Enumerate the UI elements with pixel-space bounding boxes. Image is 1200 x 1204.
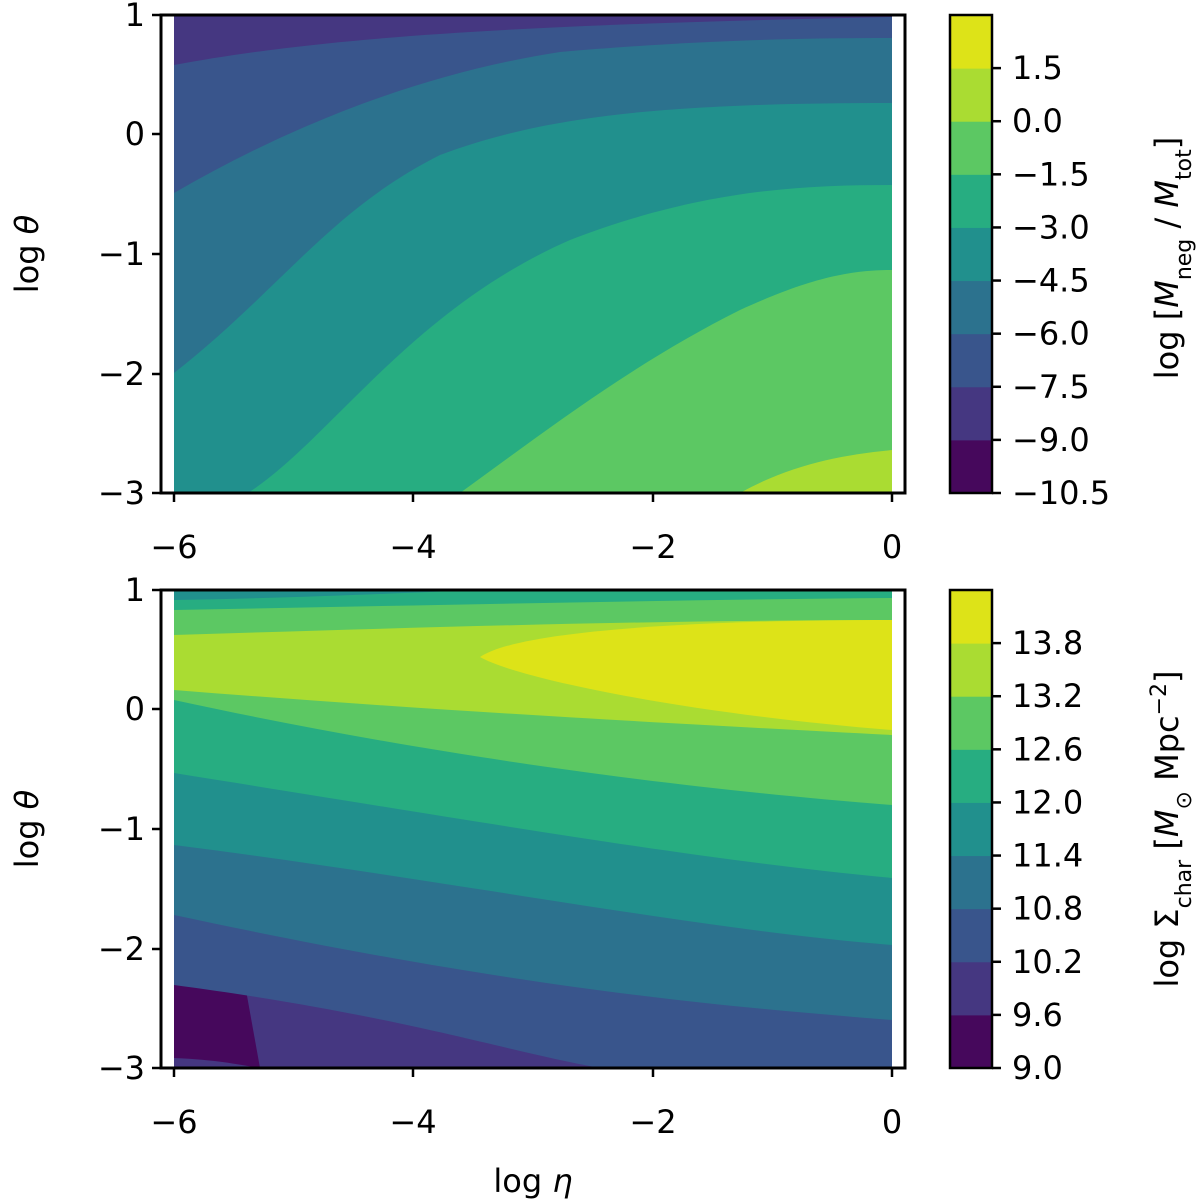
bottom-xtick-label: −6 <box>150 1103 197 1141</box>
bottom-colorbar <box>950 590 992 1069</box>
colorbar-segment <box>950 386 992 441</box>
top-ytick-label: 0 <box>125 115 145 153</box>
colorbar-tick-label: 12.0 <box>1012 783 1083 821</box>
bottom-xtick-label: −4 <box>389 1103 436 1141</box>
x-axis-label: log η <box>493 1162 572 1200</box>
colorbar-segment <box>950 68 992 122</box>
bot-band-11.4-top <box>174 590 480 600</box>
colorbar-segment <box>950 908 992 963</box>
colorbar-tick-label: 9.0 <box>1012 1049 1063 1087</box>
colorbar-segment <box>950 174 992 228</box>
colorbar-segment <box>950 333 992 388</box>
bottom-ytick-label: −1 <box>98 810 145 848</box>
top-band-m1.5 <box>460 270 892 493</box>
colorbar-tick-label: 10.2 <box>1012 943 1083 981</box>
top-plot-area <box>174 15 892 493</box>
colorbar-tick-label: 13.8 <box>1012 624 1083 662</box>
colorbar-segment <box>950 590 992 644</box>
colorbar-segment <box>950 121 992 175</box>
colorbar-tick-label: 12.6 <box>1012 730 1083 768</box>
top-colorbar-label: log [Mneg / Mtot] <box>1148 137 1197 379</box>
colorbar-segment <box>950 1014 992 1069</box>
bottom-ytick-label: 1 <box>125 571 145 609</box>
colorbar-segment <box>950 696 992 750</box>
bottom-ytick-label: −3 <box>98 1049 145 1087</box>
colorbar-tick-label: −6.0 <box>1012 315 1090 353</box>
bottom-y-axis: 1 0 −1 −2 −3 <box>98 571 161 1087</box>
top-colorbar-ticks: −10.5 −9.0 −7.5 −6.0 −4.5 −3.0 −1.5 0.0 1.5 <box>992 49 1110 512</box>
colorbar-tick-label: 9.6 <box>1012 996 1063 1034</box>
bottom-colorbar-ticks: 9.0 9.6 10.2 10.8 11.4 12.0 12.6 13.2 13.8 <box>992 624 1083 1087</box>
bottom-x-axis: −6 −4 −2 0 <box>150 1068 902 1141</box>
colorbar-tick-label: −4.5 <box>1012 262 1090 300</box>
top-xtick-label: −2 <box>629 528 676 566</box>
colorbar-segment <box>950 15 992 69</box>
bottom-y-axis-label: log θ <box>8 790 46 869</box>
colorbar-tick-label: 0.0 <box>1012 102 1063 140</box>
top-xtick-label: 0 <box>882 528 902 566</box>
top-xtick-label: −4 <box>389 528 436 566</box>
top-colorbar-frame <box>948 13 994 495</box>
top-ytick-label: 1 <box>125 0 145 34</box>
top-band-0.0 <box>740 450 892 493</box>
bottom-colorbar-label: log Σchar [M⊙ Mpc−2] <box>1147 670 1197 987</box>
colorbar-segment <box>950 961 992 1016</box>
colorbar-tick-label: −9.0 <box>1012 421 1090 459</box>
top-colorbar <box>950 15 992 494</box>
colorbar-tick-label: 10.8 <box>1012 890 1083 928</box>
colorbar-segment <box>950 280 992 335</box>
bottom-xtick-label: −2 <box>629 1103 676 1141</box>
colorbar-segment <box>950 227 992 282</box>
bottom-xtick-label: 0 <box>882 1103 902 1141</box>
colorbar-tick-label: 13.2 <box>1012 677 1083 715</box>
colorbar-segment <box>950 802 992 857</box>
colorbar-tick-label: −10.5 <box>1012 474 1110 512</box>
colorbar-tick-label: −7.5 <box>1012 368 1090 406</box>
top-y-axis-label: log θ <box>8 215 46 294</box>
colorbar-tick-label: −1.5 <box>1012 155 1090 193</box>
top-ytick-label: −3 <box>98 474 145 512</box>
top-xtick-label: −6 <box>150 528 197 566</box>
top-ytick-label: −1 <box>98 235 145 273</box>
bot-band-13.8 <box>480 620 892 730</box>
top-ytick-label: −2 <box>98 355 145 393</box>
colorbar-tick-label: 11.4 <box>1012 837 1083 875</box>
bottom-ytick-label: −2 <box>98 930 145 968</box>
bottom-ytick-label: 0 <box>125 690 145 728</box>
colorbar-tick-label: 1.5 <box>1012 49 1063 87</box>
bottom-colorbar-frame <box>948 588 994 1070</box>
colorbar-segment <box>950 643 992 697</box>
top-x-axis: −6 −4 −2 0 <box>150 493 902 566</box>
bottom-plot-area <box>174 590 892 1068</box>
colorbar-tick-label: −3.0 <box>1012 208 1090 246</box>
top-y-axis: 1 0 −1 −2 −3 <box>98 0 161 512</box>
colorbar-segment <box>950 855 992 910</box>
colorbar-segment <box>950 749 992 803</box>
colorbar-segment <box>950 439 992 494</box>
